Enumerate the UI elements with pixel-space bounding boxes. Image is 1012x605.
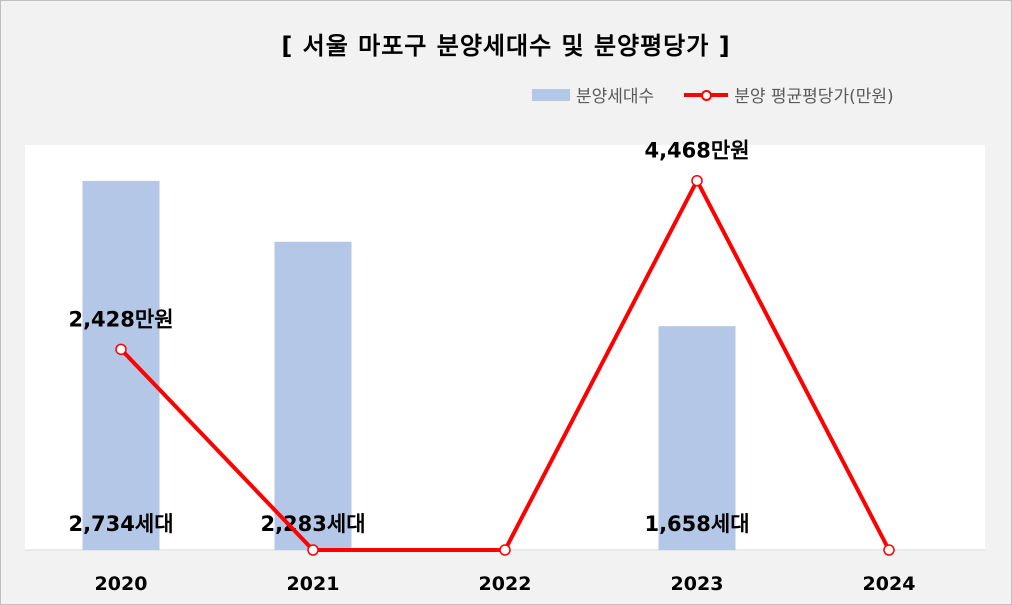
plot-area: [25, 145, 985, 550]
line-point-2023: [691, 174, 703, 187]
bar-2021: [274, 241, 352, 551]
line-point-2021: [307, 544, 319, 556]
x-tick-2023: 2023: [671, 573, 724, 595]
line-label-2023: 4,468만원: [644, 139, 749, 163]
legend-bar-label: 분양세대수: [576, 87, 655, 107]
legend-bar-swatch: [532, 88, 570, 101]
line-point-2022: [499, 544, 511, 556]
line-label-2020: 2,428만원: [68, 307, 173, 331]
legend: 분양세대수 분양 평균평당가(만원): [532, 82, 894, 107]
legend-item-line: 분양 평균평당가(만원): [684, 82, 894, 107]
bar-label-2023: 1,658세대: [644, 512, 749, 536]
line-point-2024: [883, 544, 895, 556]
bar-label-2020: 2,734세대: [68, 512, 173, 536]
x-tick-2022: 2022: [479, 573, 532, 595]
legend-line-label: 분양 평균평당가(만원): [734, 87, 894, 107]
bar-2023: [658, 326, 736, 550]
line-point-2020: [115, 343, 127, 356]
bar-label-2021: 2,283세대: [260, 512, 365, 536]
bar-2020: [82, 180, 160, 550]
legend-line-swatch: [684, 89, 729, 101]
x-tick-2020: 2020: [95, 573, 148, 595]
legend-item-bar: 분양세대수: [532, 82, 654, 107]
chart-title: [ 서울 마포구 분양세대수 및 분양평당가 ]: [281, 32, 731, 60]
x-tick-2021: 2021: [287, 573, 340, 595]
x-tick-2024: 2024: [863, 573, 916, 595]
